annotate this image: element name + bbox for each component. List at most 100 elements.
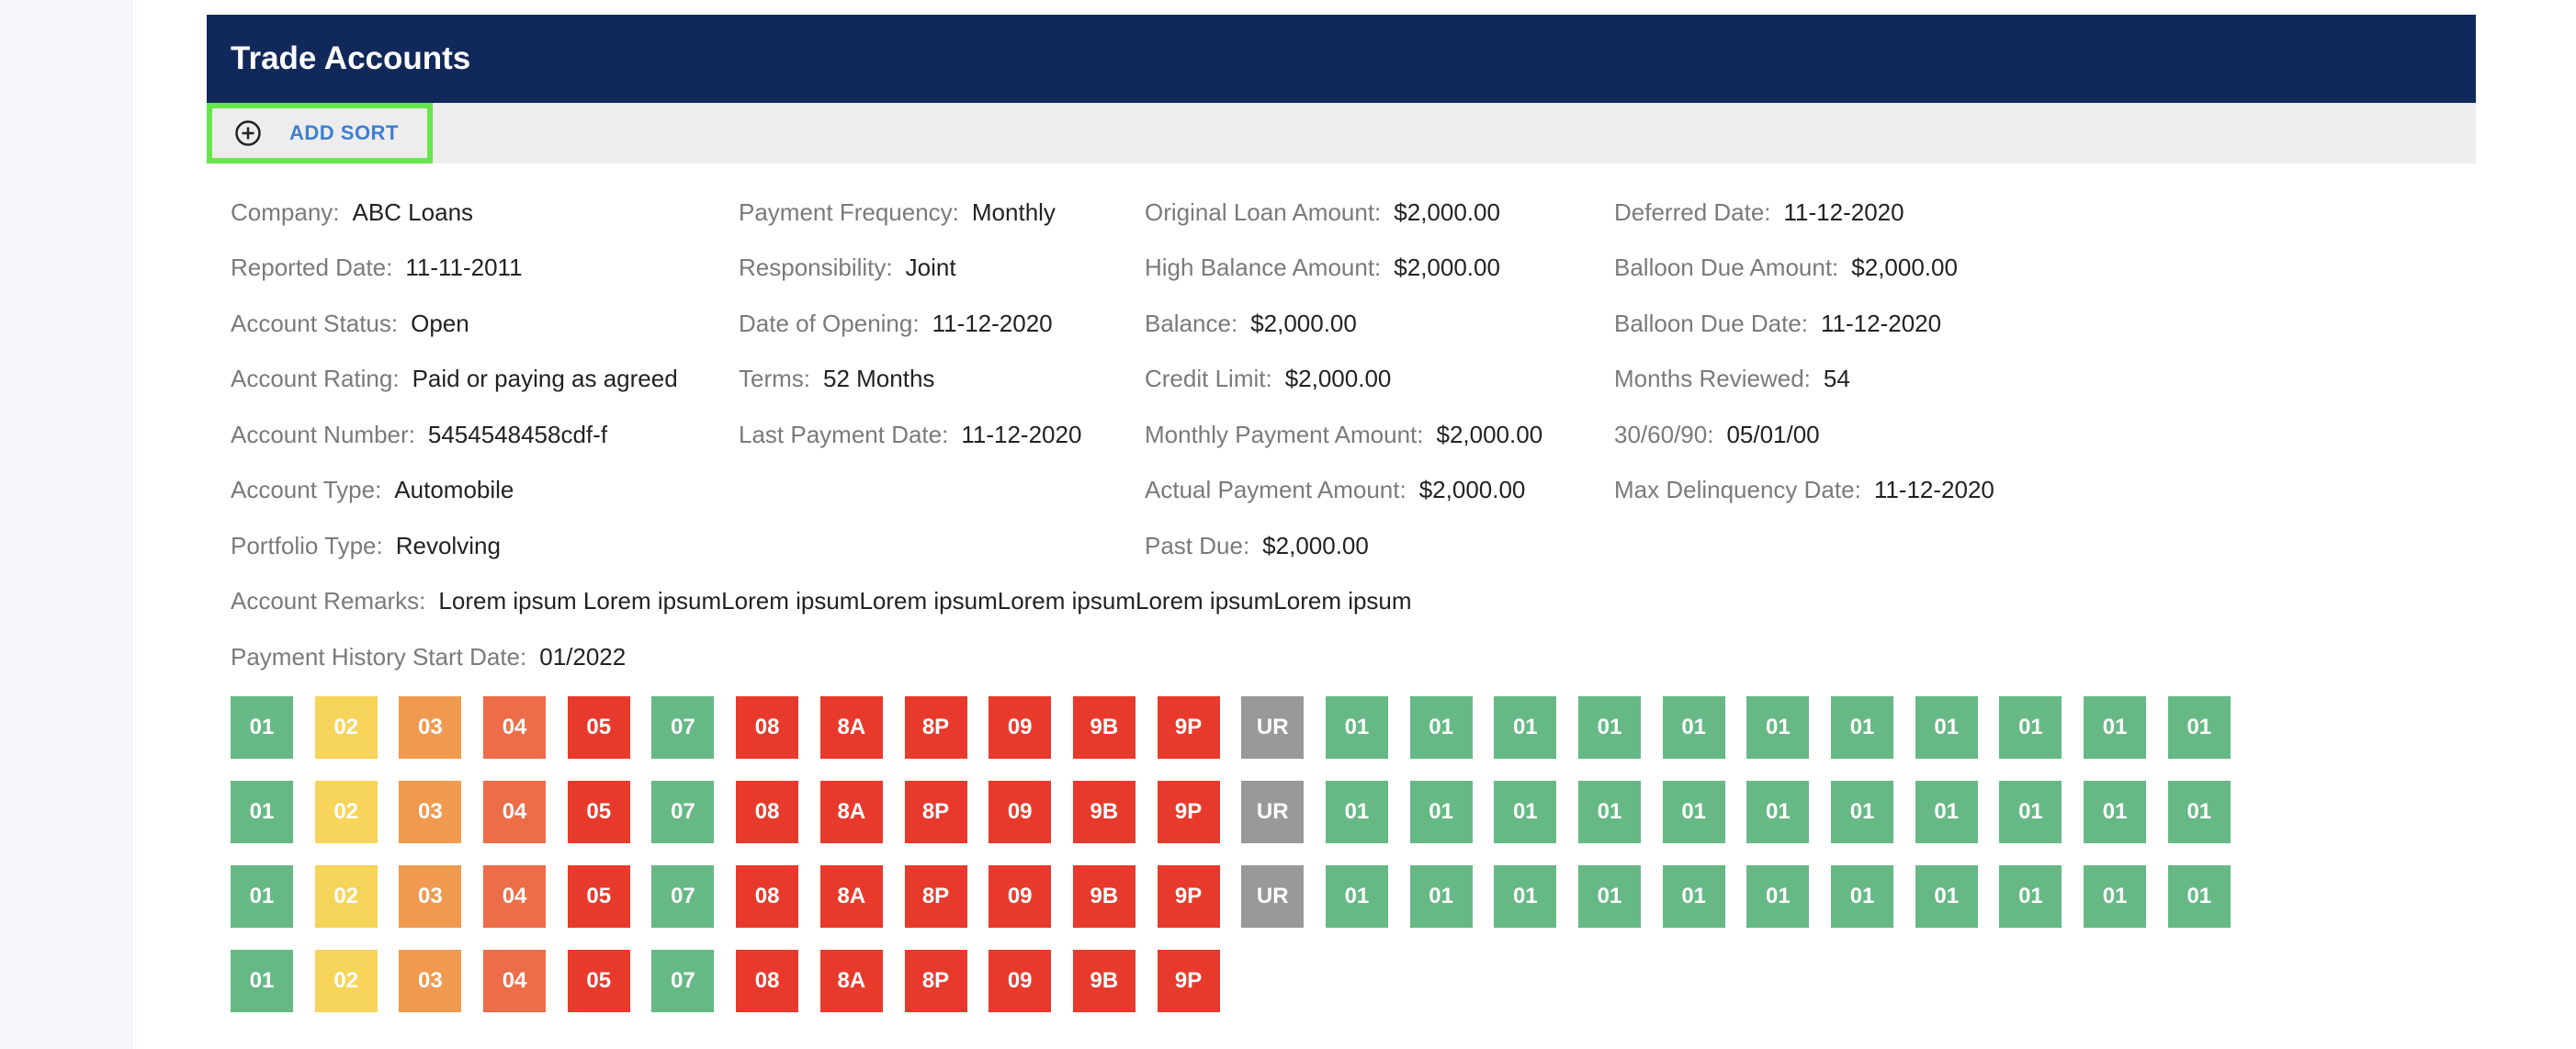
payment-status-cell: 09	[989, 696, 1052, 759]
payment-status-cell: 9B	[1072, 950, 1135, 1012]
field-label: Company:	[231, 198, 340, 226]
field-account-remarks: Account Remarks: Lorem ipsum Lorem ipsumL…	[231, 586, 1412, 615]
payment-status-cell: 01	[2084, 865, 2147, 928]
payment-status-cell: 08	[736, 865, 799, 928]
payment-status-cell: 01	[1999, 696, 2062, 759]
field-label: Balloon Due Date:	[1614, 310, 1809, 337]
payment-status-cell: 01	[1831, 781, 1894, 843]
payment-status-cell: 01	[1831, 865, 1894, 928]
payment-status-cell: 9P	[1157, 950, 1220, 1012]
field-value: 11-12-2020	[1821, 310, 1942, 337]
field-value: 11-12-2020	[1873, 476, 1994, 503]
field-label: Actual Payment Amount:	[1145, 476, 1407, 503]
payment-status-cell: 01	[1325, 865, 1388, 928]
payment-status-cell: 8P	[904, 865, 967, 928]
payment-status-cell: 01	[1662, 696, 1725, 759]
add-sort-label: ADD SORT	[289, 121, 399, 144]
payment-status-cell: UR	[1241, 865, 1305, 928]
field-value: 11-11-2011	[405, 254, 523, 281]
payment-status-cell: 02	[314, 696, 378, 759]
field-payment-history-start-date: Payment History Start Date: 01/2022	[231, 642, 626, 671]
payment-status-cell: 05	[567, 950, 630, 1012]
payment-status-cell: 09	[989, 950, 1052, 1012]
field-account-rating: Account Rating: Paid or paying as agreed	[231, 364, 678, 393]
payment-status-cell: 03	[399, 950, 462, 1012]
payment-history-row: 01 02 03 04 05 07 08 8A 8P 09 9B 9P	[231, 950, 2253, 1012]
payment-history-row: 01 02 03 04 05 07 08 8A 8P 09 9B 9P UR 01 01 01 01 01 01 01…	[231, 781, 2253, 843]
field-label: Account Type:	[231, 476, 382, 503]
payment-status-cell: 02	[314, 865, 378, 928]
field-label: Original Loan Amount:	[1145, 198, 1382, 226]
field-label: Months Reviewed:	[1614, 365, 1811, 392]
account-details: Company: ABC Loans Reported Date: 11-11-20…	[231, 0, 2435, 735]
field-value: $2,000.00	[1436, 421, 1543, 448]
payment-status-cell: 07	[651, 950, 715, 1012]
payment-status-cell: 8P	[904, 950, 967, 1012]
payment-status-cell: 9P	[1157, 865, 1220, 928]
payment-status-cell: 9P	[1157, 696, 1220, 759]
payment-status-cell: 01	[1578, 865, 1641, 928]
field-reported-date: Reported Date: 11-11-2011	[231, 253, 523, 282]
field-credit-limit: Credit Limit: $2,000.00	[1145, 364, 1391, 393]
field-value: 05/01/00	[1726, 421, 1820, 448]
payment-status-cell: 08	[736, 950, 799, 1012]
add-sort-button[interactable]: ADD SORT	[207, 103, 433, 164]
field-value: Revolving	[395, 532, 501, 559]
field-payment-frequency: Payment Frequency: Monthly	[739, 197, 1056, 227]
payment-status-cell: 01	[1915, 865, 1978, 928]
payment-history-grid: 01 02 03 04 05 07 08 8A 8P 09 9B 9P UR 01 01 01 01 01 01 01…	[231, 696, 2253, 1034]
field-account-type: Account Type: Automobile	[231, 475, 514, 504]
sort-toolbar: ADD SORT	[207, 103, 2476, 164]
field-label: Account Status:	[231, 310, 399, 337]
field-value: Joint	[905, 254, 956, 281]
field-value: ABC Loans	[352, 198, 474, 226]
field-date-of-opening: Date of Opening: 11-12-2020	[739, 309, 1053, 338]
payment-status-cell: 01	[2167, 781, 2231, 843]
field-value: Open	[411, 310, 469, 337]
payment-status-cell: 04	[483, 696, 547, 759]
payment-status-cell: 9B	[1072, 865, 1135, 928]
panel-header: Trade Accounts	[207, 15, 2476, 103]
payment-status-cell: 01	[231, 781, 293, 843]
payment-status-cell: 8P	[904, 781, 967, 843]
payment-status-cell: 9P	[1157, 781, 1220, 843]
payment-status-cell: UR	[1241, 781, 1305, 843]
payment-status-cell: 01	[2084, 781, 2147, 843]
payment-status-cell: 01	[1325, 696, 1388, 759]
field-value: $2,000.00	[1418, 476, 1526, 503]
payment-status-cell: 8A	[819, 781, 883, 843]
payment-status-cell: 07	[651, 781, 715, 843]
panel-title: Trade Accounts	[231, 40, 471, 76]
field-label: Account Number:	[231, 421, 415, 448]
payment-history-row: 01 02 03 04 05 07 08 8A 8P 09 9B 9P UR 01 01 01 01 01 01 01…	[231, 865, 2253, 928]
field-past-due: Past Due: $2,000.00	[1145, 531, 1369, 560]
field-label: Account Rating:	[231, 365, 400, 392]
payment-status-cell: 08	[736, 781, 799, 843]
field-account-number: Account Number: 5454548458cdf-f	[231, 420, 607, 449]
payment-status-cell: 01	[1409, 781, 1473, 843]
payment-status-cell: 01	[1325, 781, 1388, 843]
field-value: Monthly	[971, 198, 1056, 226]
plus-circle-icon	[235, 120, 261, 146]
field-value: 11-12-2020	[932, 310, 1053, 337]
payment-status-cell: 8A	[819, 696, 883, 759]
payment-status-cell: 01	[231, 865, 293, 928]
field-terms: Terms: 52 Months	[739, 364, 934, 393]
payment-status-cell: 01	[1999, 781, 2062, 843]
payment-status-cell: 08	[736, 696, 799, 759]
payment-history-row: 01 02 03 04 05 07 08 8A 8P 09 9B 9P UR 01 01 01 01 01 01 01…	[231, 696, 2253, 759]
field-value: $2,000.00	[1394, 198, 1500, 226]
payment-status-cell: 04	[483, 781, 547, 843]
field-label: Account Remarks:	[231, 587, 426, 615]
payment-status-cell: 9B	[1072, 781, 1135, 843]
payment-status-cell: 01	[2167, 696, 2231, 759]
payment-status-cell: 01	[1578, 696, 1641, 759]
field-deferred-date: Deferred Date: 11-12-2020	[1614, 197, 1904, 227]
payment-status-cell: 01	[1831, 696, 1894, 759]
payment-status-cell: 03	[399, 696, 462, 759]
field-value: 52 Months	[823, 365, 935, 392]
left-gutter	[0, 0, 132, 1049]
field-value: $2,000.00	[1284, 365, 1392, 392]
field-label: Credit Limit:	[1145, 365, 1272, 392]
field-value: $2,000.00	[1262, 532, 1369, 559]
